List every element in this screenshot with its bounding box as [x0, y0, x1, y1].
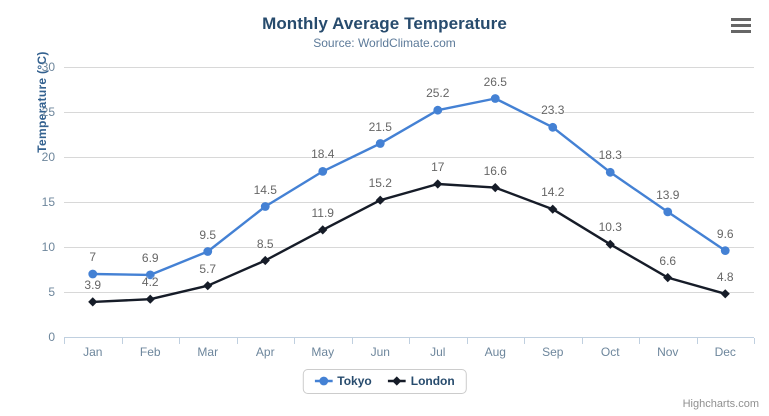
- data-point-label: 16.6: [483, 163, 507, 178]
- x-axis-tick-label: Mar: [197, 345, 219, 359]
- legend-item-london[interactable]: London: [387, 374, 455, 388]
- gridline: [64, 67, 754, 68]
- data-point-label: 18.4: [311, 147, 335, 162]
- chart-title: Monthly Average Temperature: [262, 14, 507, 33]
- legend-circle-icon: [314, 376, 333, 386]
- x-axis-tick: [294, 338, 295, 344]
- chart-subtitle: Source: WorldClimate.com: [313, 36, 456, 50]
- y-axis-tick-label: 10: [41, 240, 55, 254]
- data-point-label: 25.2: [426, 86, 450, 101]
- data-point-label: 14.5: [253, 182, 277, 197]
- y-axis-tick-label: 5: [48, 285, 55, 299]
- y-axis-tick-label: 0: [48, 330, 55, 344]
- x-axis-tick: [524, 338, 525, 344]
- x-axis-tick: [179, 338, 180, 344]
- data-point-label: 3.9: [84, 277, 102, 292]
- hamburger-bar-bottom: [731, 29, 751, 33]
- x-axis-tick: [696, 338, 698, 344]
- x-axis-tick-label: Jun: [370, 345, 390, 359]
- x-axis-tick: [64, 338, 65, 344]
- y-axis-tick-label: 30: [41, 60, 55, 74]
- data-point-label: 8.5: [256, 236, 274, 251]
- x-axis-tick-label: May: [311, 345, 335, 359]
- legend-diamond-icon: [387, 376, 406, 386]
- data-point-label: 17: [431, 160, 445, 174]
- data-point-label: 18.3: [598, 148, 622, 163]
- x-axis-tick: [754, 338, 755, 344]
- x-axis-tick-label: Feb: [139, 345, 161, 359]
- data-point-label: 10.3: [598, 220, 622, 235]
- x-axis-line: [64, 337, 754, 338]
- x-axis-tick-label: Jan: [83, 345, 103, 359]
- y-axis-tick-label: 20: [41, 150, 55, 164]
- legend-item-tokyo[interactable]: Tokyo: [314, 374, 372, 388]
- data-point-label: 9.6: [716, 226, 734, 241]
- x-axis-tick-label: Dec: [714, 345, 736, 359]
- data-point-label: 4.8: [716, 269, 734, 284]
- x-axis-tick-label: Nov: [657, 345, 679, 359]
- x-axis-tick: [121, 338, 123, 344]
- hamburger-bar-top: [731, 17, 751, 21]
- gridline: [64, 247, 754, 248]
- x-axis-tick: [351, 338, 353, 344]
- data-point-label: 4.2: [141, 275, 159, 290]
- x-axis-tick-label: Oct: [600, 345, 620, 359]
- data-point-label: 7: [89, 250, 97, 264]
- x-axis-tick: [639, 338, 640, 344]
- legend-item-label: London: [410, 374, 455, 388]
- x-axis-tick: [236, 338, 238, 344]
- x-axis-tick-label: Aug: [484, 345, 506, 359]
- data-point-label: 15.2: [368, 176, 392, 191]
- data-point-label: 13.9: [656, 187, 680, 202]
- context-menu-button[interactable]: [728, 14, 754, 36]
- x-axis-tick-label: Sep: [542, 345, 564, 359]
- gridline: [64, 202, 754, 203]
- data-point-label: 26.5: [483, 74, 507, 89]
- x-axis-tick: [466, 338, 468, 344]
- plot-area: [64, 67, 754, 337]
- data-point-label: 11.9: [311, 205, 334, 220]
- hamburger-bar-middle: [731, 23, 751, 27]
- data-point-label: 14.2: [541, 185, 565, 200]
- gridline: [64, 157, 754, 158]
- data-point-label: 23.3: [541, 103, 565, 118]
- y-axis-tick-label: 15: [41, 195, 55, 209]
- credits-label[interactable]: Highcharts.com: [682, 398, 759, 410]
- x-axis-tick-label: Apr: [255, 345, 275, 359]
- gridline: [64, 112, 754, 113]
- data-point-label: 21.5: [368, 119, 392, 134]
- data-point-label: 6.9: [141, 250, 159, 265]
- data-point-label: 9.5: [199, 227, 217, 242]
- x-axis-tick: [581, 338, 583, 344]
- chart-legend: Tokyo London: [302, 369, 467, 394]
- x-axis-tick: [409, 338, 410, 344]
- data-point-label: 5.7: [199, 261, 217, 276]
- y-axis-tick-label: 25: [41, 105, 55, 119]
- gridline: [64, 292, 754, 293]
- data-point-label: 6.6: [659, 253, 677, 268]
- x-axis-tick-label: Jul: [430, 345, 446, 359]
- legend-item-label: Tokyo: [337, 374, 372, 388]
